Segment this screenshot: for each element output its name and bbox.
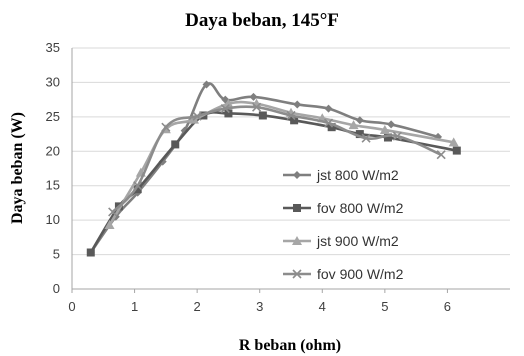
x-tick-label: 2 — [194, 299, 201, 314]
legend: jst 800 W/m2 fov 800 W/m2 jst 900 W/m2 fov … — [283, 167, 404, 282]
marker-stroke — [361, 133, 371, 143]
x-tick-labels: 0 1 2 3 4 5 6 — [68, 299, 451, 314]
chart-title: Daya beban, 145°F — [185, 10, 339, 31]
x-tick-label: 6 — [444, 299, 451, 314]
marker-stroke — [220, 104, 230, 114]
series-lines — [86, 80, 461, 257]
data-point — [108, 207, 118, 217]
data-point — [361, 133, 371, 143]
y-tick-labels: 0 5 10 15 20 25 30 35 — [46, 40, 60, 296]
marker-stroke — [286, 110, 296, 121]
data-point — [286, 110, 296, 121]
legend-marker — [292, 269, 302, 279]
x-tick-label: 0 — [68, 299, 75, 314]
data-point — [436, 150, 446, 160]
data-point — [192, 111, 202, 121]
legend-label: fov 900 W/m2 — [317, 266, 404, 282]
marker-stroke — [436, 150, 446, 160]
data-point — [387, 120, 396, 129]
data-point — [252, 102, 262, 112]
legend-item: fov 800 W/m2 — [283, 200, 404, 216]
data-point — [448, 137, 459, 147]
data-point — [220, 104, 230, 114]
legend-item: jst 800 W/m2 — [283, 167, 399, 183]
y-tick-label: 35 — [46, 40, 60, 55]
y-tick-label: 0 — [53, 281, 60, 296]
series-2 — [86, 109, 461, 257]
data-point — [452, 146, 461, 155]
data-point — [133, 185, 142, 194]
x-tick-label: 5 — [381, 299, 388, 314]
y-tick-label: 10 — [46, 212, 60, 227]
data-point — [379, 124, 390, 134]
data-point — [86, 248, 95, 257]
gridlines — [72, 47, 510, 290]
data-point — [223, 98, 234, 108]
marker-stroke — [392, 131, 402, 141]
data-point — [355, 130, 364, 139]
x-tick-label: 1 — [131, 299, 138, 314]
legend-item: fov 900 W/m2 — [283, 266, 404, 282]
marker-stroke — [161, 122, 171, 132]
y-tick-label: 20 — [46, 143, 60, 158]
legend-marker — [293, 204, 301, 212]
axes — [71, 48, 510, 293]
legend-label: fov 800 W/m2 — [317, 200, 404, 216]
data-point — [258, 111, 267, 120]
x-axis-title: R beban (ohm) — [239, 337, 341, 354]
y-tick-label: 30 — [46, 74, 60, 89]
data-point — [392, 131, 402, 141]
y-tick-label: 15 — [46, 178, 60, 193]
marker-stroke — [133, 181, 143, 191]
data-point — [348, 120, 359, 130]
data-point — [133, 181, 143, 191]
data-point — [383, 133, 392, 142]
marker-stroke — [108, 207, 118, 217]
legend-label: jst 900 W/m2 — [316, 233, 399, 249]
x-tick-label: 3 — [256, 299, 263, 314]
legend-marker — [293, 171, 301, 179]
y-tick-label: 5 — [53, 247, 60, 262]
series-4 — [108, 102, 446, 217]
legend-marker — [292, 236, 302, 245]
legend-item: jst 900 W/m2 — [283, 233, 399, 249]
legend-label: jst 800 W/m2 — [316, 167, 399, 183]
data-point — [249, 92, 258, 101]
data-point — [324, 104, 333, 113]
data-point — [104, 219, 115, 229]
y-tick-label: 25 — [46, 109, 60, 124]
data-point — [171, 140, 180, 149]
marker-stroke — [292, 269, 302, 279]
data-point — [290, 116, 299, 125]
marker-stroke — [192, 111, 202, 121]
marker-stroke — [252, 102, 262, 112]
data-point — [293, 100, 302, 109]
y-axis-title: Daya beban (W) — [9, 112, 26, 224]
x-tick-label: 4 — [319, 299, 326, 314]
data-point — [224, 109, 233, 118]
data-point — [161, 122, 171, 132]
data-point — [323, 118, 334, 128]
data-point — [202, 80, 211, 89]
marker-stroke — [323, 118, 334, 128]
data-point — [355, 116, 364, 125]
